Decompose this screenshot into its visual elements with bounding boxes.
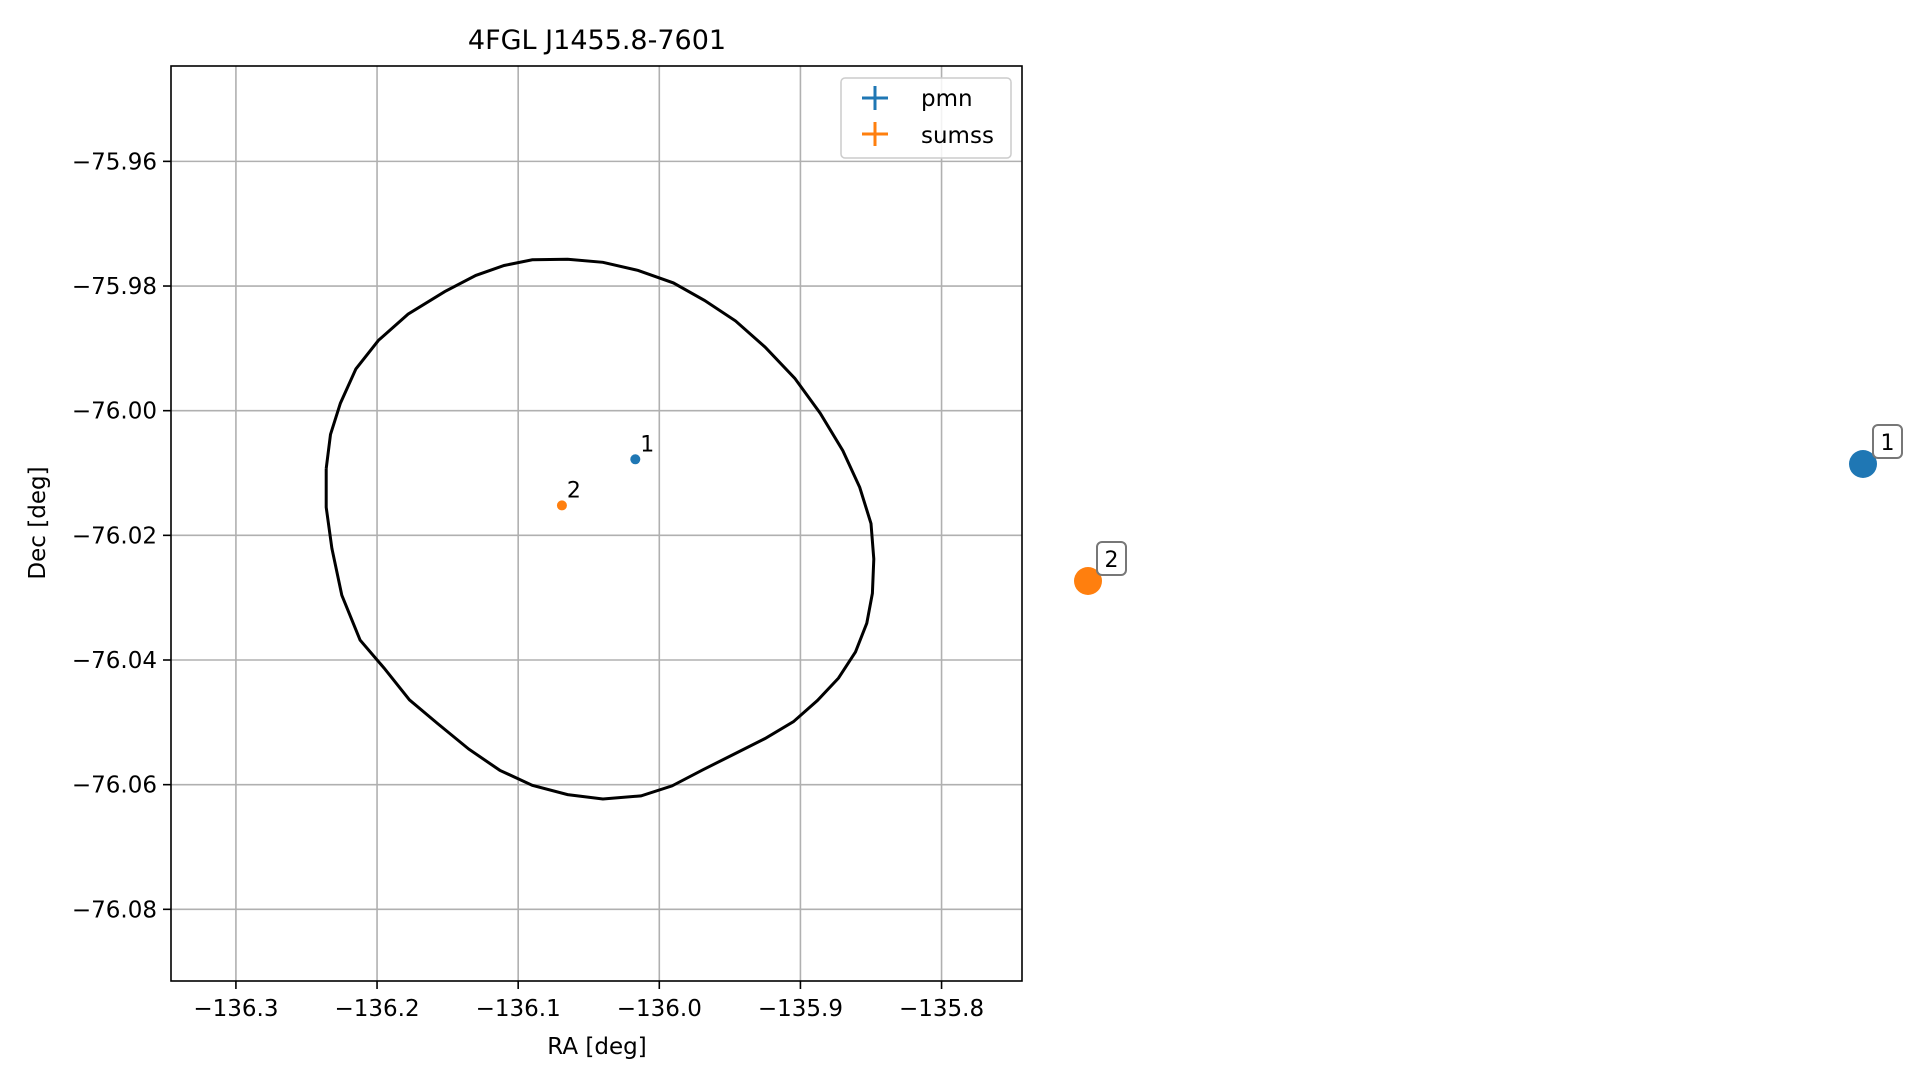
chart-title: 4FGL J1455.8-7601 [468,25,726,56]
x-tick-label: −136.0 [617,996,702,1022]
data-point-label-pmn: 1 [640,432,654,457]
y-axis-ticks: −75.96 −75.98 −76.00 −76.02 −76.04 −76.06 −76.… [72,149,171,923]
x-axis-label: RA [deg] [547,1034,646,1060]
y-tick-label: −76.06 [72,773,157,799]
x-tick-label: −136.3 [193,996,278,1022]
source-points: 12 [556,432,654,511]
legend: pmn sumss [840,77,1012,159]
x-tick-label: −135.9 [758,996,843,1022]
side-marker-2: 2 [1074,541,1127,595]
legend-marker-sumss [862,122,888,146]
y-tick-label: −76.08 [72,897,157,923]
data-point-label-sumss: 2 [567,478,581,503]
y-gridlines [171,160,1022,911]
y-tick-label: −76.00 [72,399,157,425]
legend-label-pmn: pmn [921,86,973,112]
plot-frame [170,65,1023,982]
side-marker-1-label-box [1872,424,1903,459]
y-axis-label: Dec [deg] [25,466,51,579]
data-point-sumss [556,500,567,511]
x-tick-label: −136.2 [334,996,419,1022]
x-tick-label: −135.8 [899,996,984,1022]
y-tick-label: −76.04 [72,648,157,674]
legend-label-sumss: sumss [921,123,994,149]
legend-marker-pmn [862,86,888,110]
side-marker-1-dot [1849,450,1877,478]
x-gridlines [235,66,943,981]
error-ellipse [324,257,876,801]
y-tick-label: −75.96 [72,149,157,175]
x-tick-label: −136.1 [476,996,561,1022]
data-point-pmn [630,454,641,465]
side-marker-1-label: 1 [1881,431,1895,456]
side-marker-1: 1 [1849,424,1903,478]
side-marker-2-label: 2 [1105,548,1119,573]
side-marker-2-dot [1074,567,1102,595]
y-tick-label: −75.98 [72,274,157,300]
y-tick-label: −76.02 [72,523,157,549]
side-marker-2-label-box [1096,541,1127,576]
x-axis-ticks: −136.3 −136.2 −136.1 −136.0 −135.9 −135.8 [193,981,984,1022]
